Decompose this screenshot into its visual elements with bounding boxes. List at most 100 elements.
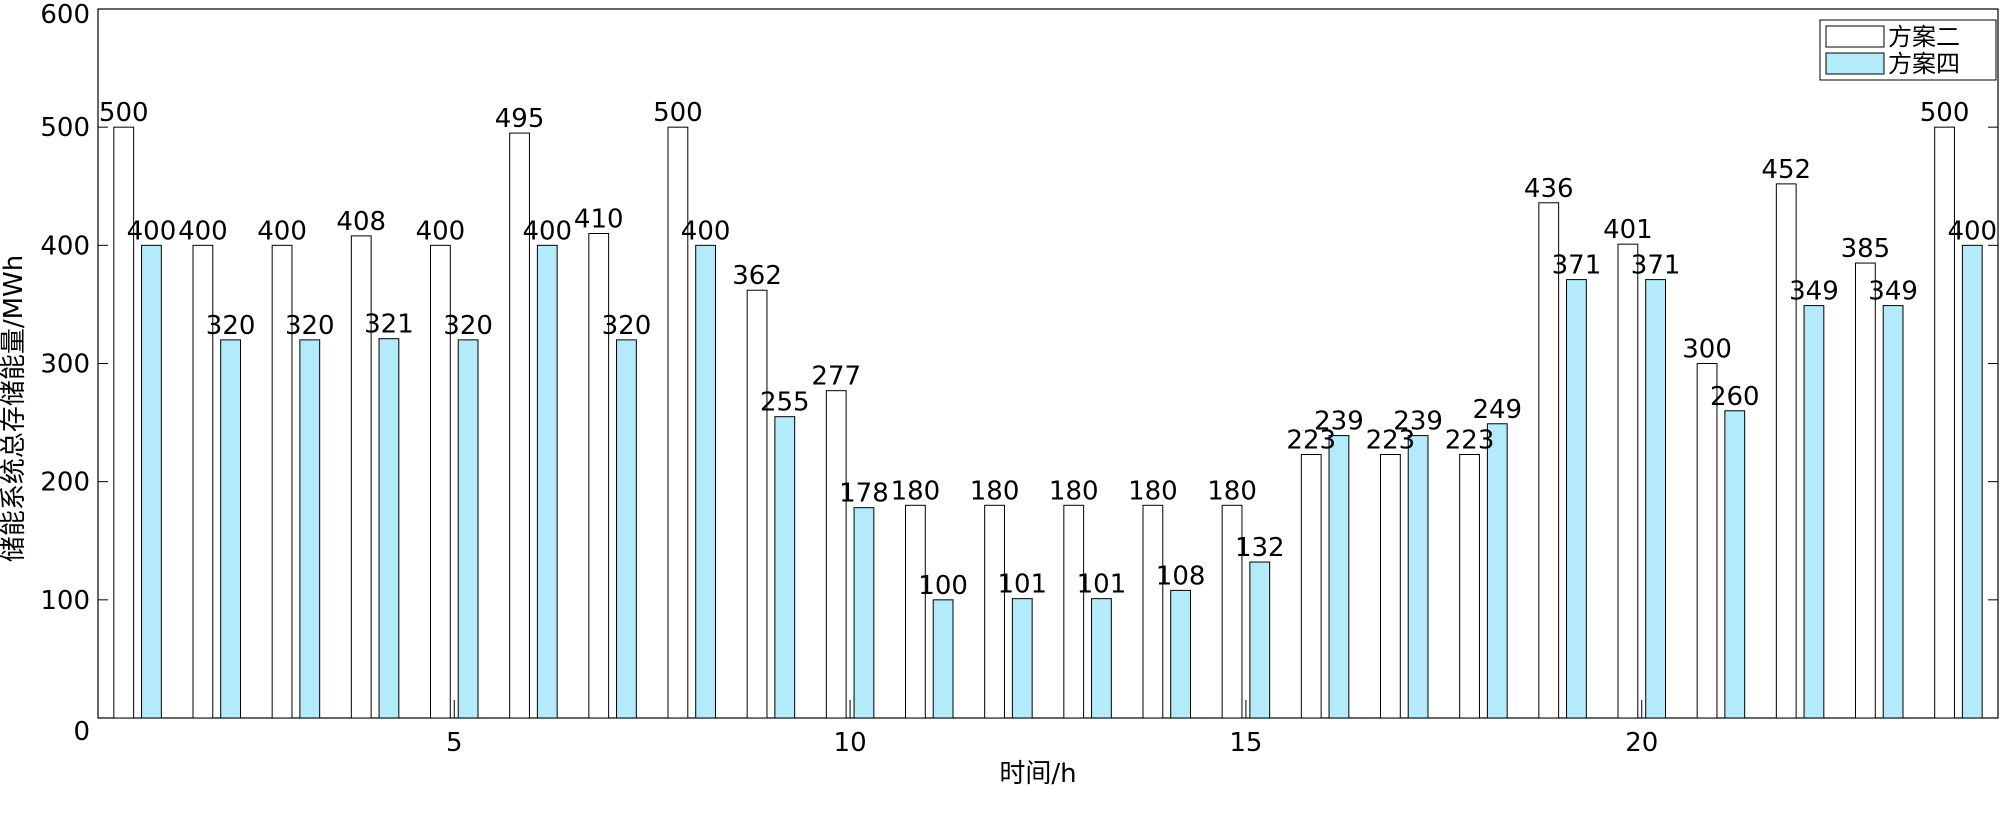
data-label: 223: [1366, 425, 1416, 455]
data-label: 101: [997, 570, 1047, 600]
data-label: 362: [732, 261, 782, 291]
bar-scheme4-22: [1803, 305, 1825, 719]
data-label: 349: [1789, 277, 1839, 307]
legend-label: 方案四: [1888, 50, 1960, 78]
bar-scheme2-19: [1538, 202, 1560, 719]
data-label: 500: [653, 98, 703, 128]
y-tick-label: 400: [40, 231, 90, 261]
bar-scheme2-18: [1459, 453, 1480, 719]
data-label: 500: [1920, 98, 1970, 128]
x-tick-label: 10: [834, 728, 867, 758]
bar-scheme2-24: [1934, 126, 1955, 719]
bar-scheme4-5: [457, 339, 479, 719]
x-tick-label: 20: [1625, 728, 1658, 758]
data-label: 223: [1286, 425, 1336, 455]
x-axis-title: 时间/h: [999, 759, 1076, 789]
data-label: 178: [839, 479, 889, 509]
bar-scheme4-8: [695, 244, 716, 719]
data-label: 371: [1552, 251, 1602, 281]
legend-swatch: [1825, 25, 1885, 48]
data-label: 180: [970, 476, 1020, 506]
bar-scheme4-3: [299, 339, 321, 719]
data-label: 400: [1947, 216, 1997, 246]
bar-scheme2-6: [509, 132, 530, 719]
bar-scheme4-18: [1486, 423, 1508, 719]
bar-scheme2-7: [588, 233, 610, 719]
bar-scheme4-16: [1328, 435, 1350, 719]
y-tick-label: 0: [73, 717, 90, 747]
bar-scheme2-15: [1221, 504, 1243, 719]
data-label: 180: [1128, 476, 1178, 506]
data-label: 400: [522, 216, 572, 246]
bar-scheme4-1: [141, 244, 162, 719]
data-label: 320: [602, 311, 652, 341]
y-tick-label: 600: [40, 0, 90, 30]
data-label: 180: [1049, 476, 1099, 506]
legend-swatch: [1825, 52, 1885, 75]
bar-scheme2-10: [825, 390, 847, 719]
y-axis-title: 储能系统总存储能量/MWh: [0, 255, 29, 562]
bar-scheme2-1: [113, 126, 135, 719]
bar-scheme2-9: [746, 289, 768, 719]
data-label: 239: [1314, 407, 1364, 437]
data-label: 400: [257, 216, 307, 246]
data-label: 320: [206, 311, 256, 341]
data-label: 400: [681, 216, 731, 246]
bar-scheme2-12: [984, 504, 1005, 719]
data-label: 408: [336, 207, 386, 237]
bar-scheme4-14: [1170, 589, 1192, 719]
data-label: 101: [1077, 570, 1127, 600]
data-label: 320: [443, 311, 493, 341]
data-label: 100: [918, 571, 968, 601]
data-label: 401: [1603, 215, 1653, 245]
bar-scheme2-5: [430, 244, 451, 719]
data-label: 255: [760, 388, 810, 418]
data-label: 349: [1868, 277, 1918, 307]
data-label: 223: [1445, 425, 1495, 455]
data-label: 495: [495, 104, 545, 134]
bar-scheme4-20: [1645, 279, 1667, 719]
data-label: 277: [811, 362, 861, 392]
bar-scheme4-10: [853, 507, 875, 719]
bar-scheme4-24: [1961, 244, 1983, 719]
bar-scheme4-15: [1249, 561, 1271, 719]
data-label: 371: [1631, 251, 1681, 281]
x-tick-label: 15: [1229, 728, 1262, 758]
bar-scheme2-17: [1380, 453, 1401, 719]
bar-scheme2-2: [192, 244, 214, 719]
bar-scheme4-9: [774, 416, 796, 719]
bar-scheme4-12: [1011, 598, 1033, 719]
bar-scheme4-13: [1091, 598, 1112, 719]
bar-scheme4-7: [616, 339, 637, 719]
data-label: 400: [127, 216, 177, 246]
bar-scheme4-21: [1724, 410, 1746, 719]
data-label: 249: [1472, 395, 1522, 425]
bar-scheme2-16: [1300, 453, 1322, 719]
data-label: 239: [1393, 407, 1443, 437]
data-label: 436: [1524, 174, 1574, 204]
y-tick-label: 300: [40, 350, 90, 380]
data-label: 410: [574, 205, 624, 235]
bar-scheme2-20: [1617, 243, 1639, 719]
data-label: 400: [178, 216, 228, 246]
data-label: 260: [1710, 382, 1760, 412]
bar-scheme4-19: [1566, 279, 1587, 719]
bar-scheme2-8: [667, 126, 689, 719]
data-label: 180: [891, 476, 941, 506]
data-label: 452: [1761, 155, 1811, 185]
bar-scheme4-17: [1407, 435, 1429, 719]
bar-scheme2-21: [1696, 363, 1718, 719]
bar-scheme2-13: [1063, 504, 1085, 719]
legend-label: 方案二: [1888, 23, 1960, 51]
bar-scheme4-2: [220, 339, 241, 719]
data-label: 385: [1841, 234, 1891, 264]
bar-scheme4-23: [1882, 305, 1904, 719]
bar-scheme4-11: [932, 599, 954, 719]
data-label: 300: [1682, 335, 1732, 365]
data-label: 400: [416, 216, 466, 246]
y-tick-label: 100: [40, 586, 90, 616]
bar-scheme2-23: [1855, 262, 1876, 719]
bar-scheme2-4: [350, 235, 372, 719]
